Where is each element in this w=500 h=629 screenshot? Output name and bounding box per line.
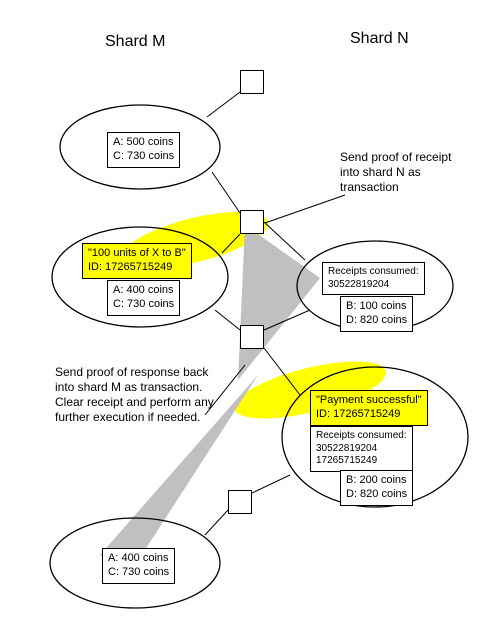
edge bbox=[207, 92, 240, 117]
diagram-canvas bbox=[0, 0, 500, 629]
edge bbox=[215, 310, 240, 330]
state-m2: A: 400 coins C: 730 coins bbox=[107, 280, 180, 316]
block-square-3 bbox=[240, 325, 264, 349]
annotation-left: Send proof of response back into shard M… bbox=[55, 365, 225, 425]
edge bbox=[250, 475, 290, 494]
block-square-1 bbox=[240, 70, 264, 94]
annotation-right: Send proof of receipt into shard N as tr… bbox=[340, 150, 470, 195]
receipts-n1: Receipts consumed: 30522819204 bbox=[322, 262, 425, 295]
block-square-4 bbox=[228, 490, 252, 514]
header-shard-n: Shard N bbox=[350, 30, 409, 48]
state-n1: B: 100 coins D: 820 coins bbox=[340, 296, 413, 332]
state-n2: B: 200 coins D: 820 coins bbox=[340, 470, 413, 506]
state-m3: A: 400 coins C: 730 coins bbox=[102, 548, 175, 584]
edge bbox=[205, 510, 228, 535]
header-shard-m: Shard M bbox=[105, 33, 165, 51]
wedge-1 bbox=[238, 225, 320, 380]
receipts-n2: Receipts consumed: 30522819204 172657152… bbox=[310, 426, 413, 472]
message-m2: "100 units of X to B" ID: 17265715249 bbox=[82, 243, 192, 279]
edge bbox=[212, 172, 240, 213]
message-n2: "Payment successful" ID: 17265715249 bbox=[310, 390, 428, 426]
annotation-line-right bbox=[265, 195, 345, 223]
block-square-2 bbox=[240, 210, 264, 234]
state-m1: A: 500 coins C: 730 coins bbox=[107, 132, 180, 168]
